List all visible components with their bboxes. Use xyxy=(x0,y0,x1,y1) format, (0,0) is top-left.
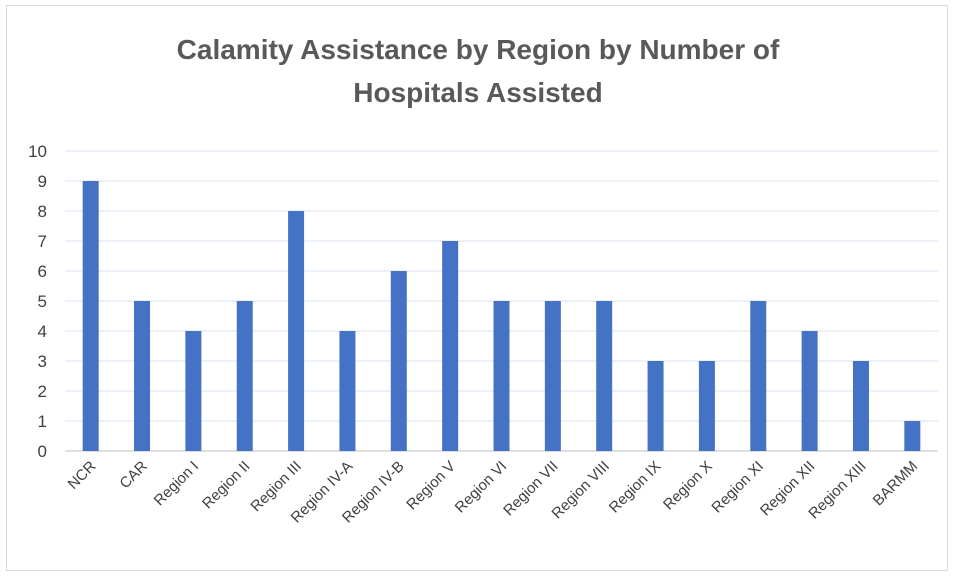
x-category-label: CAR xyxy=(116,458,151,493)
y-tick-label: 0 xyxy=(38,442,47,461)
bar xyxy=(288,211,305,451)
x-category-label: Region II xyxy=(199,458,253,512)
x-category-label: Region I xyxy=(151,458,203,510)
bar xyxy=(544,301,561,451)
y-tick-label: 4 xyxy=(38,322,47,341)
x-category-label: NCR xyxy=(65,458,100,493)
bars xyxy=(82,181,921,451)
y-tick-label: 2 xyxy=(38,382,47,401)
bar xyxy=(698,361,715,451)
bar xyxy=(236,301,253,451)
x-category-label: Region X xyxy=(660,458,716,514)
bar xyxy=(750,301,767,451)
bar xyxy=(596,301,613,451)
bar xyxy=(134,301,151,451)
chart-title-line-1: Calamity Assistance by Region by Number … xyxy=(176,34,780,65)
y-axis-tick-labels: 0 1 2 3 4 5 6 7 8 9 10 xyxy=(28,142,47,461)
bar xyxy=(442,241,459,451)
y-tick-label: 6 xyxy=(38,262,47,281)
bar xyxy=(493,301,510,451)
bar xyxy=(390,271,407,451)
bar xyxy=(339,331,356,451)
y-tick-label: 7 xyxy=(38,232,47,251)
chart-title-line-2: Hospitals Assisted xyxy=(353,77,603,108)
y-tick-label: 8 xyxy=(38,202,47,221)
bar xyxy=(904,421,921,451)
x-category-label: BARMM xyxy=(870,458,922,510)
y-tick-label: 10 xyxy=(28,142,47,161)
y-tick-label: 1 xyxy=(38,412,47,431)
chart-frame xyxy=(6,5,948,571)
y-tick-label: 5 xyxy=(38,292,47,311)
bar xyxy=(801,331,818,451)
bar xyxy=(647,361,664,451)
x-category-label: Region IX xyxy=(606,458,665,517)
bar xyxy=(852,361,869,451)
y-tick-label: 3 xyxy=(38,352,47,371)
x-category-label: Region V xyxy=(403,458,459,514)
bar xyxy=(82,181,99,451)
bar xyxy=(185,331,202,451)
chart-title: Calamity Assistance by Region by Number … xyxy=(0,28,956,114)
y-tick-label: 9 xyxy=(38,172,47,191)
